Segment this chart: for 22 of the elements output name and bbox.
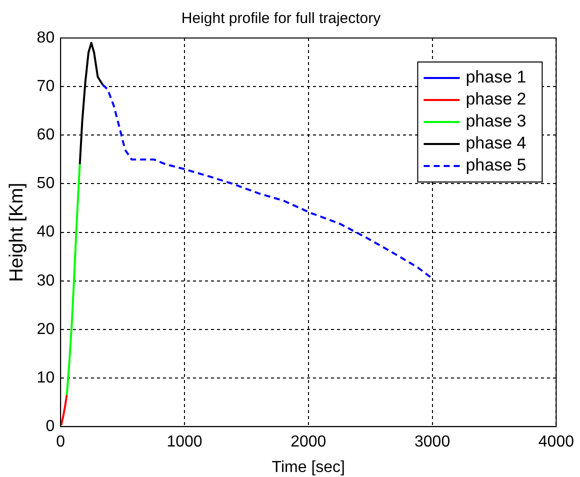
legend-label: phase 1 [466,68,526,87]
x-tick-label: 4000 [538,434,574,451]
y-tick-label: 80 [36,29,55,46]
y-tick-label: 20 [36,320,55,338]
x-tick-label: 1000 [166,434,202,451]
legend-label: phase 4 [466,134,526,153]
y-tick-label: 10 [36,369,55,386]
y-tick-label: 40 [36,224,55,241]
y-tick-label: 60 [36,126,55,144]
x-tick-label: 3000 [414,434,450,451]
y-tick-label: 70 [36,78,55,95]
legend-label: phase 2 [466,90,526,109]
x-tick-label: 2000 [290,434,326,451]
line-series [102,84,434,280]
y-axis-title: Height [Km] [6,182,28,282]
y-tick-label: 0 [46,418,55,436]
y-tick-label: 30 [36,272,55,290]
chart-title: Height profile for full trajectory [181,10,382,28]
legend-label: phase 5 [466,156,526,175]
x-axis-title: Time [sec] [272,458,345,476]
legend-label: phase 3 [466,112,526,131]
y-tick-label: 50 [36,175,55,192]
